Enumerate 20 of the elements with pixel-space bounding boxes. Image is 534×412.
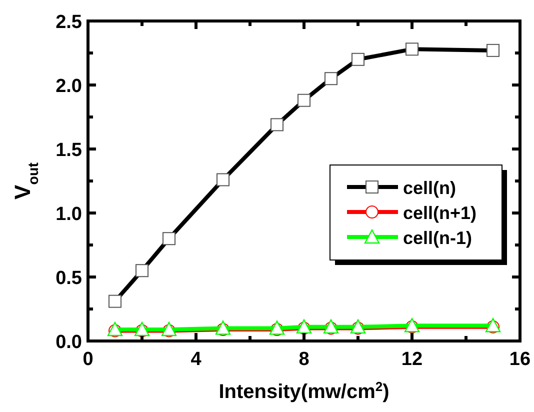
point [350,319,366,334]
point [161,322,177,336]
y-tick-label: 2.0 [56,76,82,97]
x-tick-label: 8 [298,349,310,370]
y-tick-label: 1.5 [56,140,82,161]
point [296,319,312,334]
x-tick-label: 16 [509,349,531,370]
y-tick-label: 0.5 [56,268,82,289]
point [323,319,339,334]
x-tick-label: 0 [82,349,94,370]
legend-label: cell(n-1) [403,228,472,248]
legend-label: cell(n+1) [403,203,477,223]
legend-label: cell(n) [403,178,456,198]
y-tick-label: 1.0 [56,204,82,225]
y-tick-label: 0.0 [56,332,82,353]
y-tick-label: 2.5 [56,12,82,33]
x-tick-label: 12 [401,349,423,370]
point [134,322,150,336]
x-axis-title: Intensity(mw/cm$^{2}$) [218,378,390,403]
x-tick-label: 4 [190,349,202,370]
